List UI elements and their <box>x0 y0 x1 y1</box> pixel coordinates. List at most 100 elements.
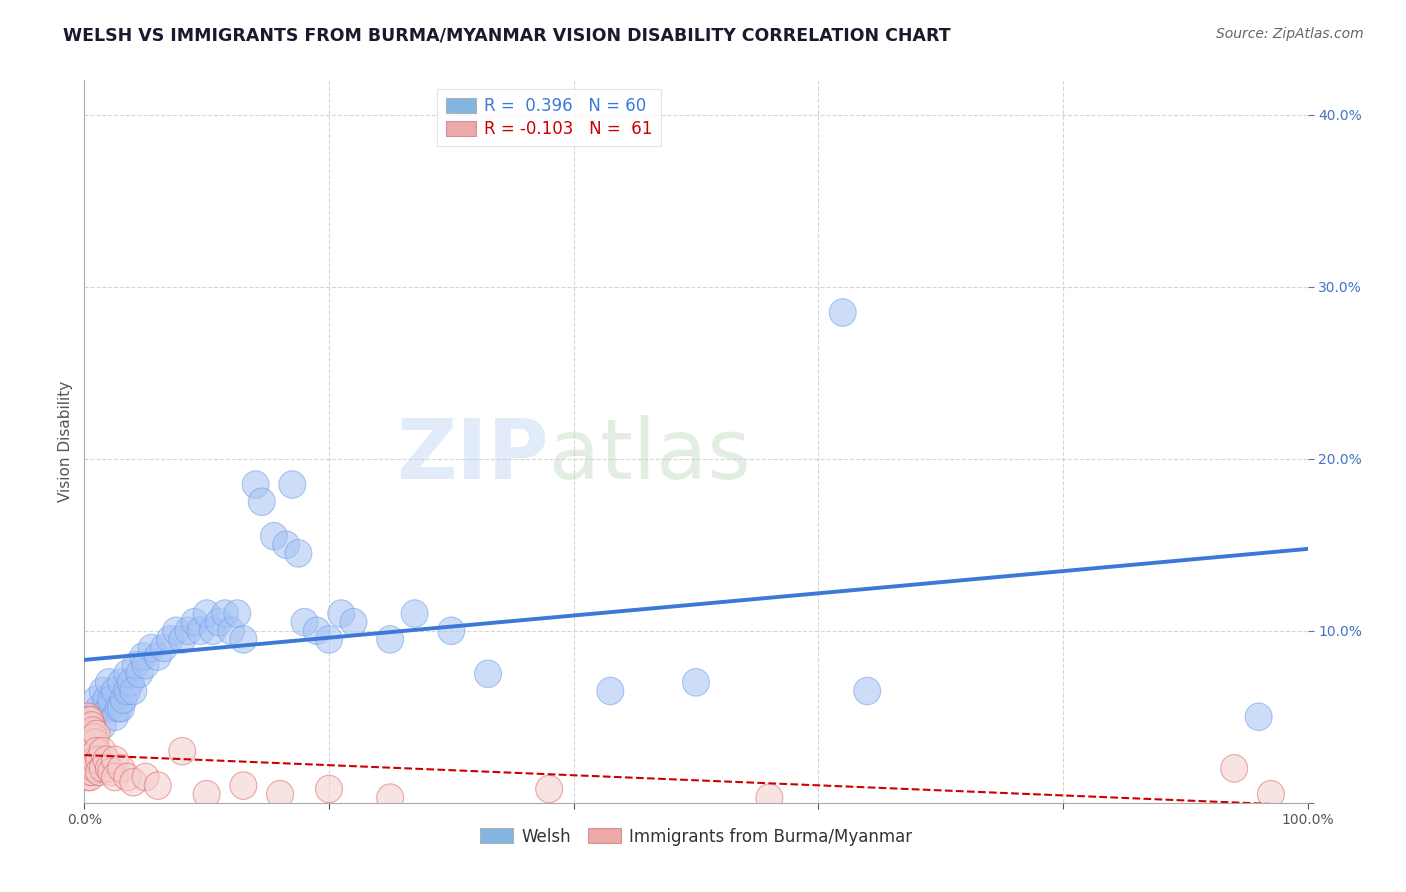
Ellipse shape <box>169 625 195 653</box>
Ellipse shape <box>1246 703 1272 731</box>
Ellipse shape <box>76 746 103 773</box>
Ellipse shape <box>145 643 172 671</box>
Ellipse shape <box>536 775 562 803</box>
Ellipse shape <box>278 471 305 499</box>
Ellipse shape <box>79 712 105 739</box>
Ellipse shape <box>77 720 104 747</box>
Ellipse shape <box>75 720 101 747</box>
Ellipse shape <box>96 694 122 722</box>
Ellipse shape <box>75 738 101 765</box>
Ellipse shape <box>76 758 103 786</box>
Ellipse shape <box>79 758 105 786</box>
Ellipse shape <box>101 677 128 705</box>
Ellipse shape <box>108 755 135 782</box>
Ellipse shape <box>224 599 250 627</box>
Ellipse shape <box>756 784 783 812</box>
Ellipse shape <box>205 608 232 636</box>
Ellipse shape <box>156 625 183 653</box>
Ellipse shape <box>83 738 110 765</box>
Ellipse shape <box>89 677 117 705</box>
Ellipse shape <box>75 755 101 782</box>
Ellipse shape <box>75 729 101 756</box>
Ellipse shape <box>1257 780 1284 808</box>
Ellipse shape <box>127 660 153 688</box>
Text: ZIP: ZIP <box>396 416 550 497</box>
Ellipse shape <box>82 746 108 773</box>
Ellipse shape <box>80 738 107 765</box>
Ellipse shape <box>291 608 318 636</box>
Ellipse shape <box>77 729 104 756</box>
Ellipse shape <box>82 729 108 756</box>
Ellipse shape <box>598 677 624 705</box>
Ellipse shape <box>340 608 367 636</box>
Legend: Welsh, Immigrants from Burma/Myanmar: Welsh, Immigrants from Burma/Myanmar <box>472 821 920 852</box>
Ellipse shape <box>200 617 226 645</box>
Ellipse shape <box>377 625 404 653</box>
Ellipse shape <box>77 714 104 741</box>
Ellipse shape <box>98 686 125 714</box>
Ellipse shape <box>75 764 101 791</box>
Ellipse shape <box>853 677 880 705</box>
Ellipse shape <box>231 772 257 799</box>
Ellipse shape <box>75 723 101 751</box>
Ellipse shape <box>80 717 107 744</box>
Ellipse shape <box>77 746 104 773</box>
Ellipse shape <box>86 746 112 773</box>
Ellipse shape <box>682 669 710 696</box>
Ellipse shape <box>174 617 202 645</box>
Ellipse shape <box>377 784 404 812</box>
Ellipse shape <box>108 669 135 696</box>
Ellipse shape <box>101 764 128 791</box>
Ellipse shape <box>193 780 221 808</box>
Ellipse shape <box>80 751 107 779</box>
Ellipse shape <box>77 720 104 747</box>
Ellipse shape <box>76 732 103 760</box>
Ellipse shape <box>77 764 104 791</box>
Ellipse shape <box>437 617 465 645</box>
Ellipse shape <box>129 643 156 671</box>
Ellipse shape <box>242 471 269 499</box>
Ellipse shape <box>285 540 312 567</box>
Ellipse shape <box>110 686 136 714</box>
Ellipse shape <box>108 694 135 722</box>
Ellipse shape <box>86 694 112 722</box>
Text: WELSH VS IMMIGRANTS FROM BURMA/MYANMAR VISION DISABILITY CORRELATION CHART: WELSH VS IMMIGRANTS FROM BURMA/MYANMAR V… <box>63 27 950 45</box>
Ellipse shape <box>76 717 103 744</box>
Ellipse shape <box>79 746 105 773</box>
Ellipse shape <box>114 764 141 791</box>
Ellipse shape <box>231 625 257 653</box>
Ellipse shape <box>75 712 101 739</box>
Ellipse shape <box>96 669 122 696</box>
Ellipse shape <box>76 723 103 751</box>
Ellipse shape <box>80 723 108 751</box>
Ellipse shape <box>80 755 108 782</box>
Ellipse shape <box>75 703 101 731</box>
Ellipse shape <box>93 686 120 714</box>
Ellipse shape <box>77 738 104 765</box>
Ellipse shape <box>315 775 343 803</box>
Ellipse shape <box>138 634 165 662</box>
Text: Source: ZipAtlas.com: Source: ZipAtlas.com <box>1216 27 1364 41</box>
Ellipse shape <box>145 772 172 799</box>
Ellipse shape <box>150 634 177 662</box>
Ellipse shape <box>77 706 104 734</box>
Ellipse shape <box>80 741 108 768</box>
Ellipse shape <box>132 764 159 791</box>
Ellipse shape <box>76 706 103 734</box>
Ellipse shape <box>328 599 354 627</box>
Ellipse shape <box>273 531 299 558</box>
Ellipse shape <box>89 712 117 739</box>
Ellipse shape <box>830 299 856 326</box>
Ellipse shape <box>83 686 110 714</box>
Ellipse shape <box>120 677 146 705</box>
Ellipse shape <box>98 758 125 786</box>
Ellipse shape <box>218 617 245 645</box>
Ellipse shape <box>101 746 128 773</box>
Ellipse shape <box>105 694 132 722</box>
Ellipse shape <box>96 755 122 782</box>
Text: atlas: atlas <box>550 416 751 497</box>
Ellipse shape <box>122 651 149 679</box>
Ellipse shape <box>181 608 208 636</box>
Ellipse shape <box>132 651 159 679</box>
Ellipse shape <box>89 755 117 782</box>
